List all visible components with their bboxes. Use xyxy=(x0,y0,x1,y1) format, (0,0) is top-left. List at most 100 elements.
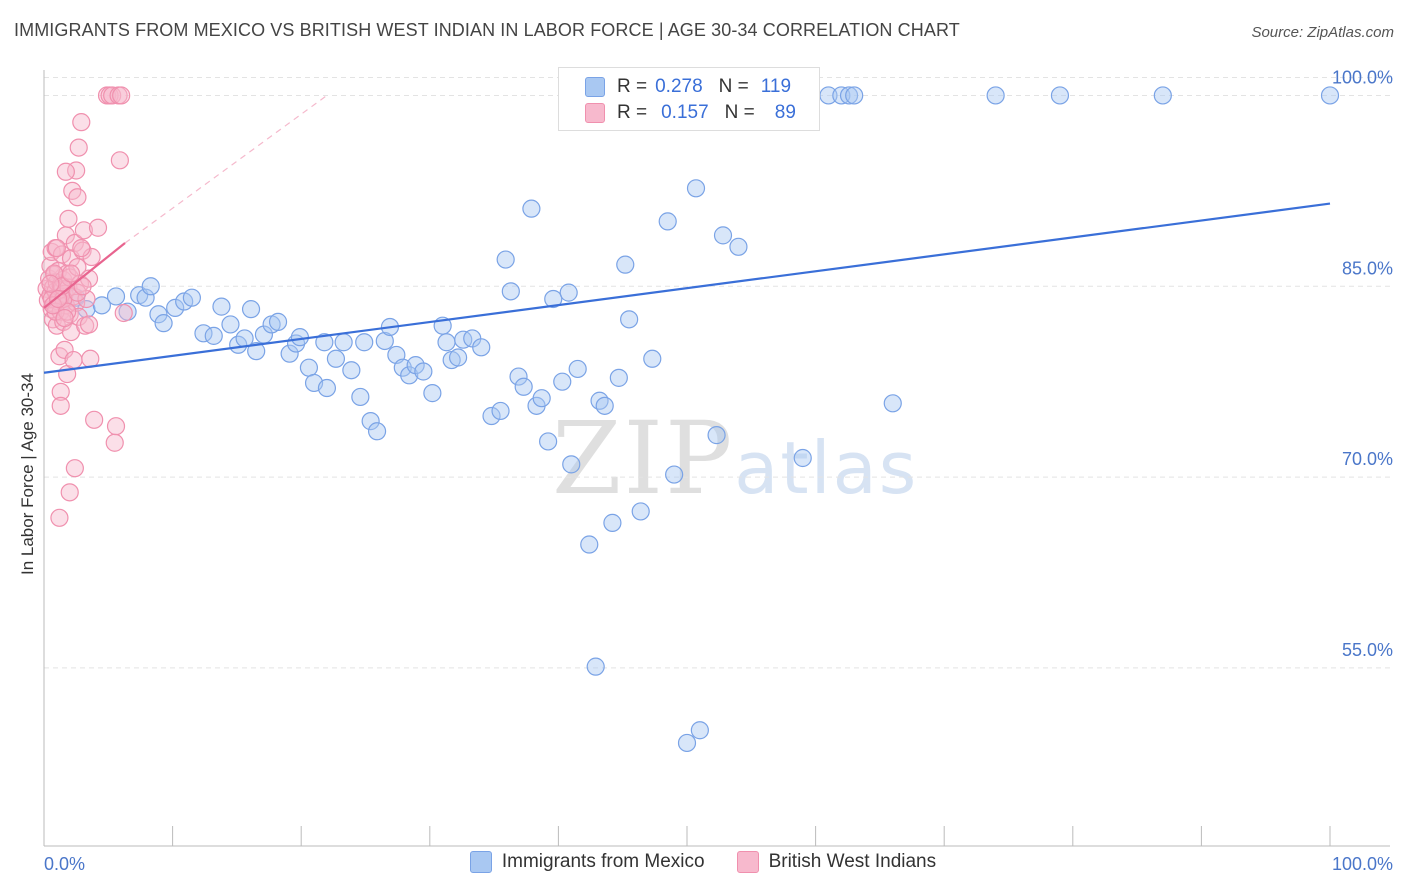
mexico-point xyxy=(437,333,456,352)
mexico-point xyxy=(580,535,599,554)
legend-n-label: N = xyxy=(718,76,749,97)
bwi-point xyxy=(69,307,88,326)
bwi-point xyxy=(68,188,87,207)
mexico-point xyxy=(553,372,572,391)
bwi-point xyxy=(59,209,78,228)
mexico-point xyxy=(658,212,677,231)
mexico-point xyxy=(247,342,266,361)
mexico-point xyxy=(400,366,419,385)
bwi-point xyxy=(65,459,84,478)
mexico-point xyxy=(315,333,334,352)
mexico-point xyxy=(665,465,684,484)
x-tick-label: 0.0% xyxy=(44,854,85,874)
series-legend: Immigrants from Mexico British West Indi… xyxy=(0,851,1406,873)
mexico-point xyxy=(290,328,310,347)
bwi-point xyxy=(114,303,133,323)
series-legend-mexico[interactable]: Immigrants from Mexico xyxy=(469,851,705,873)
mexico-point xyxy=(182,288,201,307)
legend-row-mexico: R = 0.278 N = 119 xyxy=(585,74,791,100)
legend-swatch-pink xyxy=(585,103,605,123)
y-axis-label: In Labor Force | Age 30-34 xyxy=(18,373,37,575)
mexico-point xyxy=(729,237,748,256)
mexico-point xyxy=(883,394,902,413)
zipatlas-watermark: ZIPatlas xyxy=(552,400,918,517)
mexico-point xyxy=(509,367,528,386)
mexico-point xyxy=(590,391,609,410)
x-tick-label: 100.0% xyxy=(1332,854,1393,874)
legend-n-value: 119 xyxy=(760,76,792,97)
bwi-point xyxy=(110,151,129,170)
bwi-point xyxy=(61,264,81,283)
y-tick-label: 70.0% xyxy=(1342,449,1393,469)
mexico-point xyxy=(221,315,240,334)
mexico-point xyxy=(482,406,501,426)
mexico-point xyxy=(361,412,380,431)
bwi-point xyxy=(41,274,60,293)
stats-legend: R = 0.278 N = 119 R = 0.157 N = 89 xyxy=(558,67,820,131)
mexico-point xyxy=(986,86,1005,105)
bwi-trend-extension xyxy=(124,94,328,244)
legend-n-value: 89 xyxy=(774,102,796,123)
mexico-point xyxy=(280,344,299,363)
mexico-point xyxy=(643,349,662,368)
mexico-point xyxy=(595,396,614,415)
bwi-point xyxy=(73,277,92,296)
bwi-point xyxy=(55,308,74,328)
bwi-point xyxy=(56,162,75,181)
mexico-point xyxy=(367,422,387,441)
bwi-point xyxy=(72,238,91,258)
mexico-point xyxy=(342,361,361,380)
mexico-point xyxy=(472,338,491,357)
bwi-point xyxy=(81,349,100,368)
mexico-point xyxy=(106,287,126,306)
mexico-point xyxy=(568,359,587,379)
mexico-point xyxy=(92,296,111,315)
mexico-point xyxy=(241,300,261,319)
bwi-point xyxy=(85,410,104,429)
y-tick-label: 85.0% xyxy=(1342,258,1393,278)
legend-r-value: 0.157 xyxy=(661,102,709,123)
mexico-point xyxy=(136,288,155,307)
mexico-point xyxy=(522,199,541,218)
mexico-point xyxy=(414,362,433,381)
mexico-point xyxy=(832,86,851,105)
mexico-point xyxy=(496,250,515,269)
bwi-point xyxy=(64,350,83,370)
mexico-point xyxy=(166,298,185,317)
legend-row-bwi: R = 0.157 N = 89 xyxy=(585,100,796,126)
chart-title: IMMIGRANTS FROM MEXICO VS BRITISH WEST I… xyxy=(14,20,960,40)
mexico-point xyxy=(212,297,231,316)
bwi-point xyxy=(105,433,124,452)
watermark-zip: ZIP xyxy=(552,400,735,517)
mexico-point xyxy=(149,305,168,324)
bwi-trend-line xyxy=(43,242,126,309)
bwi-point xyxy=(47,238,66,258)
series-legend-label: British West Indians xyxy=(768,851,937,872)
mexico-point xyxy=(559,283,578,302)
bwi-point xyxy=(51,396,70,415)
mexico-point xyxy=(532,389,551,408)
bwi-point xyxy=(60,483,79,502)
y-tick-label: 100.0% xyxy=(1332,67,1393,87)
mexico-point xyxy=(317,378,337,398)
mexico-point xyxy=(690,721,709,740)
mexico-point xyxy=(355,333,374,352)
mexico-point xyxy=(616,255,635,274)
mexico-point xyxy=(686,179,706,198)
legend-r-label: R = xyxy=(617,76,648,97)
series-legend-bwi[interactable]: British West Indians xyxy=(736,851,937,873)
mexico-point xyxy=(491,401,510,421)
y-tick-label: 55.0% xyxy=(1342,640,1393,660)
mexico-point xyxy=(448,348,468,367)
mexico-point xyxy=(839,86,859,105)
bwi-point xyxy=(79,315,99,334)
mexico-point xyxy=(713,226,733,245)
mexico-point xyxy=(351,387,370,407)
mexico-point xyxy=(609,368,628,387)
mexico-point xyxy=(154,314,173,333)
bwi-point xyxy=(50,508,69,527)
mexico-point xyxy=(141,277,160,296)
chart-source: Source: ZipAtlas.com xyxy=(1251,24,1394,41)
mexico-point xyxy=(423,384,442,403)
